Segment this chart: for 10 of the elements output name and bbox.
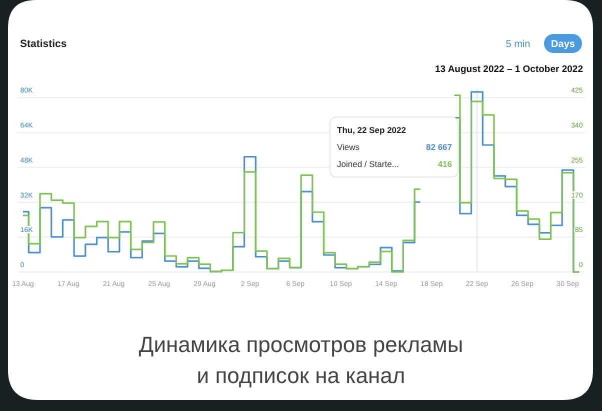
- annotation: 416: [438, 159, 452, 169]
- text: Days: [551, 39, 576, 50]
- annotation: 82 667: [426, 142, 452, 152]
- chart-subtitle: 13 August 2022 – 1 October 2022: [434, 64, 583, 75]
- chart-title: Statistics: [20, 38, 67, 50]
- annotation: Joined / Starte...: [337, 159, 399, 169]
- annotation: Views: [337, 142, 360, 152]
- text: Динамика просмотров рекламы и подписок на канал: [138, 332, 464, 388]
- annotation: Thu, 22 Sep 2022: [337, 125, 406, 135]
- text: 5 min: [506, 39, 530, 50]
